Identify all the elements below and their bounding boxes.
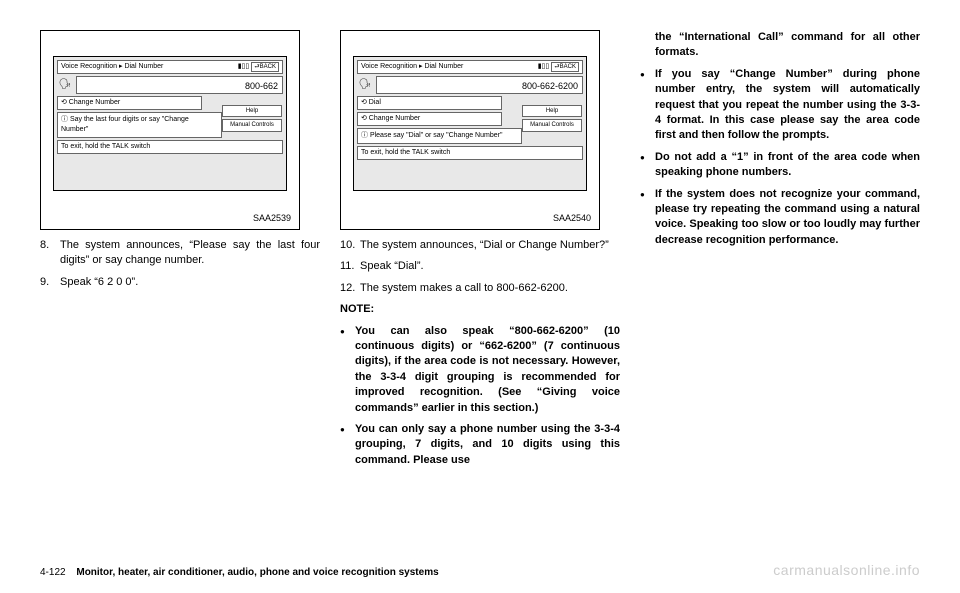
speak-icon: 🗣	[357, 76, 373, 94]
column-3: the “International Call” command for all…	[640, 30, 920, 474]
column-2: Voice Recognition ▸ Dial Number ▮▯▯ ⮐BAC…	[340, 30, 620, 474]
bullet-text: the “International Call” command for all…	[655, 30, 920, 61]
page-footer: 4-122 Monitor, heater, air conditioner, …	[40, 567, 439, 578]
bullet-cont: the “International Call” command for all…	[640, 30, 920, 61]
step-8: 8. The system announces, “Please say the…	[40, 238, 320, 269]
back-button: ⮐BACK	[551, 62, 579, 72]
step-text: The system announces, “Please say the la…	[60, 238, 320, 269]
screenshot-2: Voice Recognition ▸ Dial Number ▮▯▯ ⮐BAC…	[340, 30, 600, 230]
manual-button: Manual Controls	[522, 119, 582, 131]
bullet-icon: ●	[340, 324, 355, 416]
bullet-1: ● You can also speak “800-662-6200” (10 …	[340, 324, 620, 416]
step-9: 9. Speak “6 2 0 0”.	[40, 275, 320, 290]
change-number-option: ⟲ Change Number	[357, 112, 502, 126]
signal-icon: ▮▯▯	[538, 62, 550, 72]
step-num: 12.	[340, 281, 360, 296]
note-label: NOTE:	[340, 302, 620, 317]
screen-1: Voice Recognition ▸ Dial Number ▮▯▯ ⮐BAC…	[53, 56, 287, 191]
back-button: ⮐BACK	[251, 62, 279, 72]
image-label: SAA2539	[253, 212, 291, 225]
bullet-icon: ●	[640, 187, 655, 249]
image-label: SAA2540	[553, 212, 591, 225]
bullet-text: If the system does not recognize your co…	[655, 187, 920, 249]
titlebar-1: Voice Recognition ▸ Dial Number ▮▯▯ ⮐BAC…	[57, 60, 283, 74]
step-text: The system announces, “Dial or Change Nu…	[360, 238, 620, 253]
step-text: Speak “6 2 0 0”.	[60, 275, 320, 290]
bullet-3: ● If you say “Change Number” during phon…	[640, 67, 920, 144]
exit-text: To exit, hold the TALK switch	[57, 140, 283, 154]
bullet-text: Do not add a “1” in front of the area co…	[655, 150, 920, 181]
manual-button: Manual Controls	[222, 119, 282, 131]
step-11: 11. Speak “Dial”.	[340, 259, 620, 274]
help-button: Help	[222, 105, 282, 117]
number-display: 800-662	[76, 76, 283, 94]
bullet-text: If you say “Change Number” during phone …	[655, 67, 920, 144]
bullet-icon: ●	[640, 150, 655, 181]
step-num: 8.	[40, 238, 60, 269]
step-10: 10. The system announces, “Dial or Chang…	[340, 238, 620, 253]
step-num: 9.	[40, 275, 60, 290]
bullet-icon: ●	[640, 67, 655, 144]
hint-text: ⓘ Say the last four digits or say "Chang…	[57, 112, 222, 138]
bullet-text: You can only say a phone number using th…	[355, 422, 620, 468]
speak-icon: 🗣	[57, 76, 73, 94]
watermark: carmanualsonline.info	[773, 562, 920, 578]
bullet-2: ● You can only say a phone number using …	[340, 422, 620, 468]
screen-title: Voice Recognition ▸ Dial Number	[61, 62, 163, 72]
screenshot-1: Voice Recognition ▸ Dial Number ▮▯▯ ⮐BAC…	[40, 30, 300, 230]
screen-title: Voice Recognition ▸ Dial Number	[361, 62, 463, 72]
dial-option: ⟲ Dial	[357, 96, 502, 110]
bullet-text: You can also speak “800-662-6200” (10 co…	[355, 324, 620, 416]
help-button: Help	[522, 105, 582, 117]
signal-icon: ▮▯▯	[238, 62, 250, 72]
hint-text: ⓘ Please say "Dial" or say "Change Numbe…	[357, 128, 522, 144]
titlebar-2: Voice Recognition ▸ Dial Number ▮▯▯ ⮐BAC…	[357, 60, 583, 74]
step-num: 11.	[340, 259, 360, 274]
page-number: 4-122	[40, 567, 66, 578]
bullet-4: ● Do not add a “1” in front of the area …	[640, 150, 920, 181]
column-1: Voice Recognition ▸ Dial Number ▮▯▯ ⮐BAC…	[40, 30, 320, 474]
change-number-option: ⟲ Change Number	[57, 96, 202, 110]
spacer	[640, 30, 655, 61]
step-num: 10.	[340, 238, 360, 253]
step-12: 12. The system makes a call to 800-662-6…	[340, 281, 620, 296]
step-text: Speak “Dial”.	[360, 259, 620, 274]
bullet-icon: ●	[340, 422, 355, 468]
step-text: The system makes a call to 800-662-6200.	[360, 281, 620, 296]
screen-2: Voice Recognition ▸ Dial Number ▮▯▯ ⮐BAC…	[353, 56, 587, 191]
number-display: 800-662-6200	[376, 76, 583, 94]
exit-text: To exit, hold the TALK switch	[357, 146, 583, 160]
section-title: Monitor, heater, air conditioner, audio,…	[76, 567, 438, 578]
bullet-5: ● If the system does not recognize your …	[640, 187, 920, 249]
